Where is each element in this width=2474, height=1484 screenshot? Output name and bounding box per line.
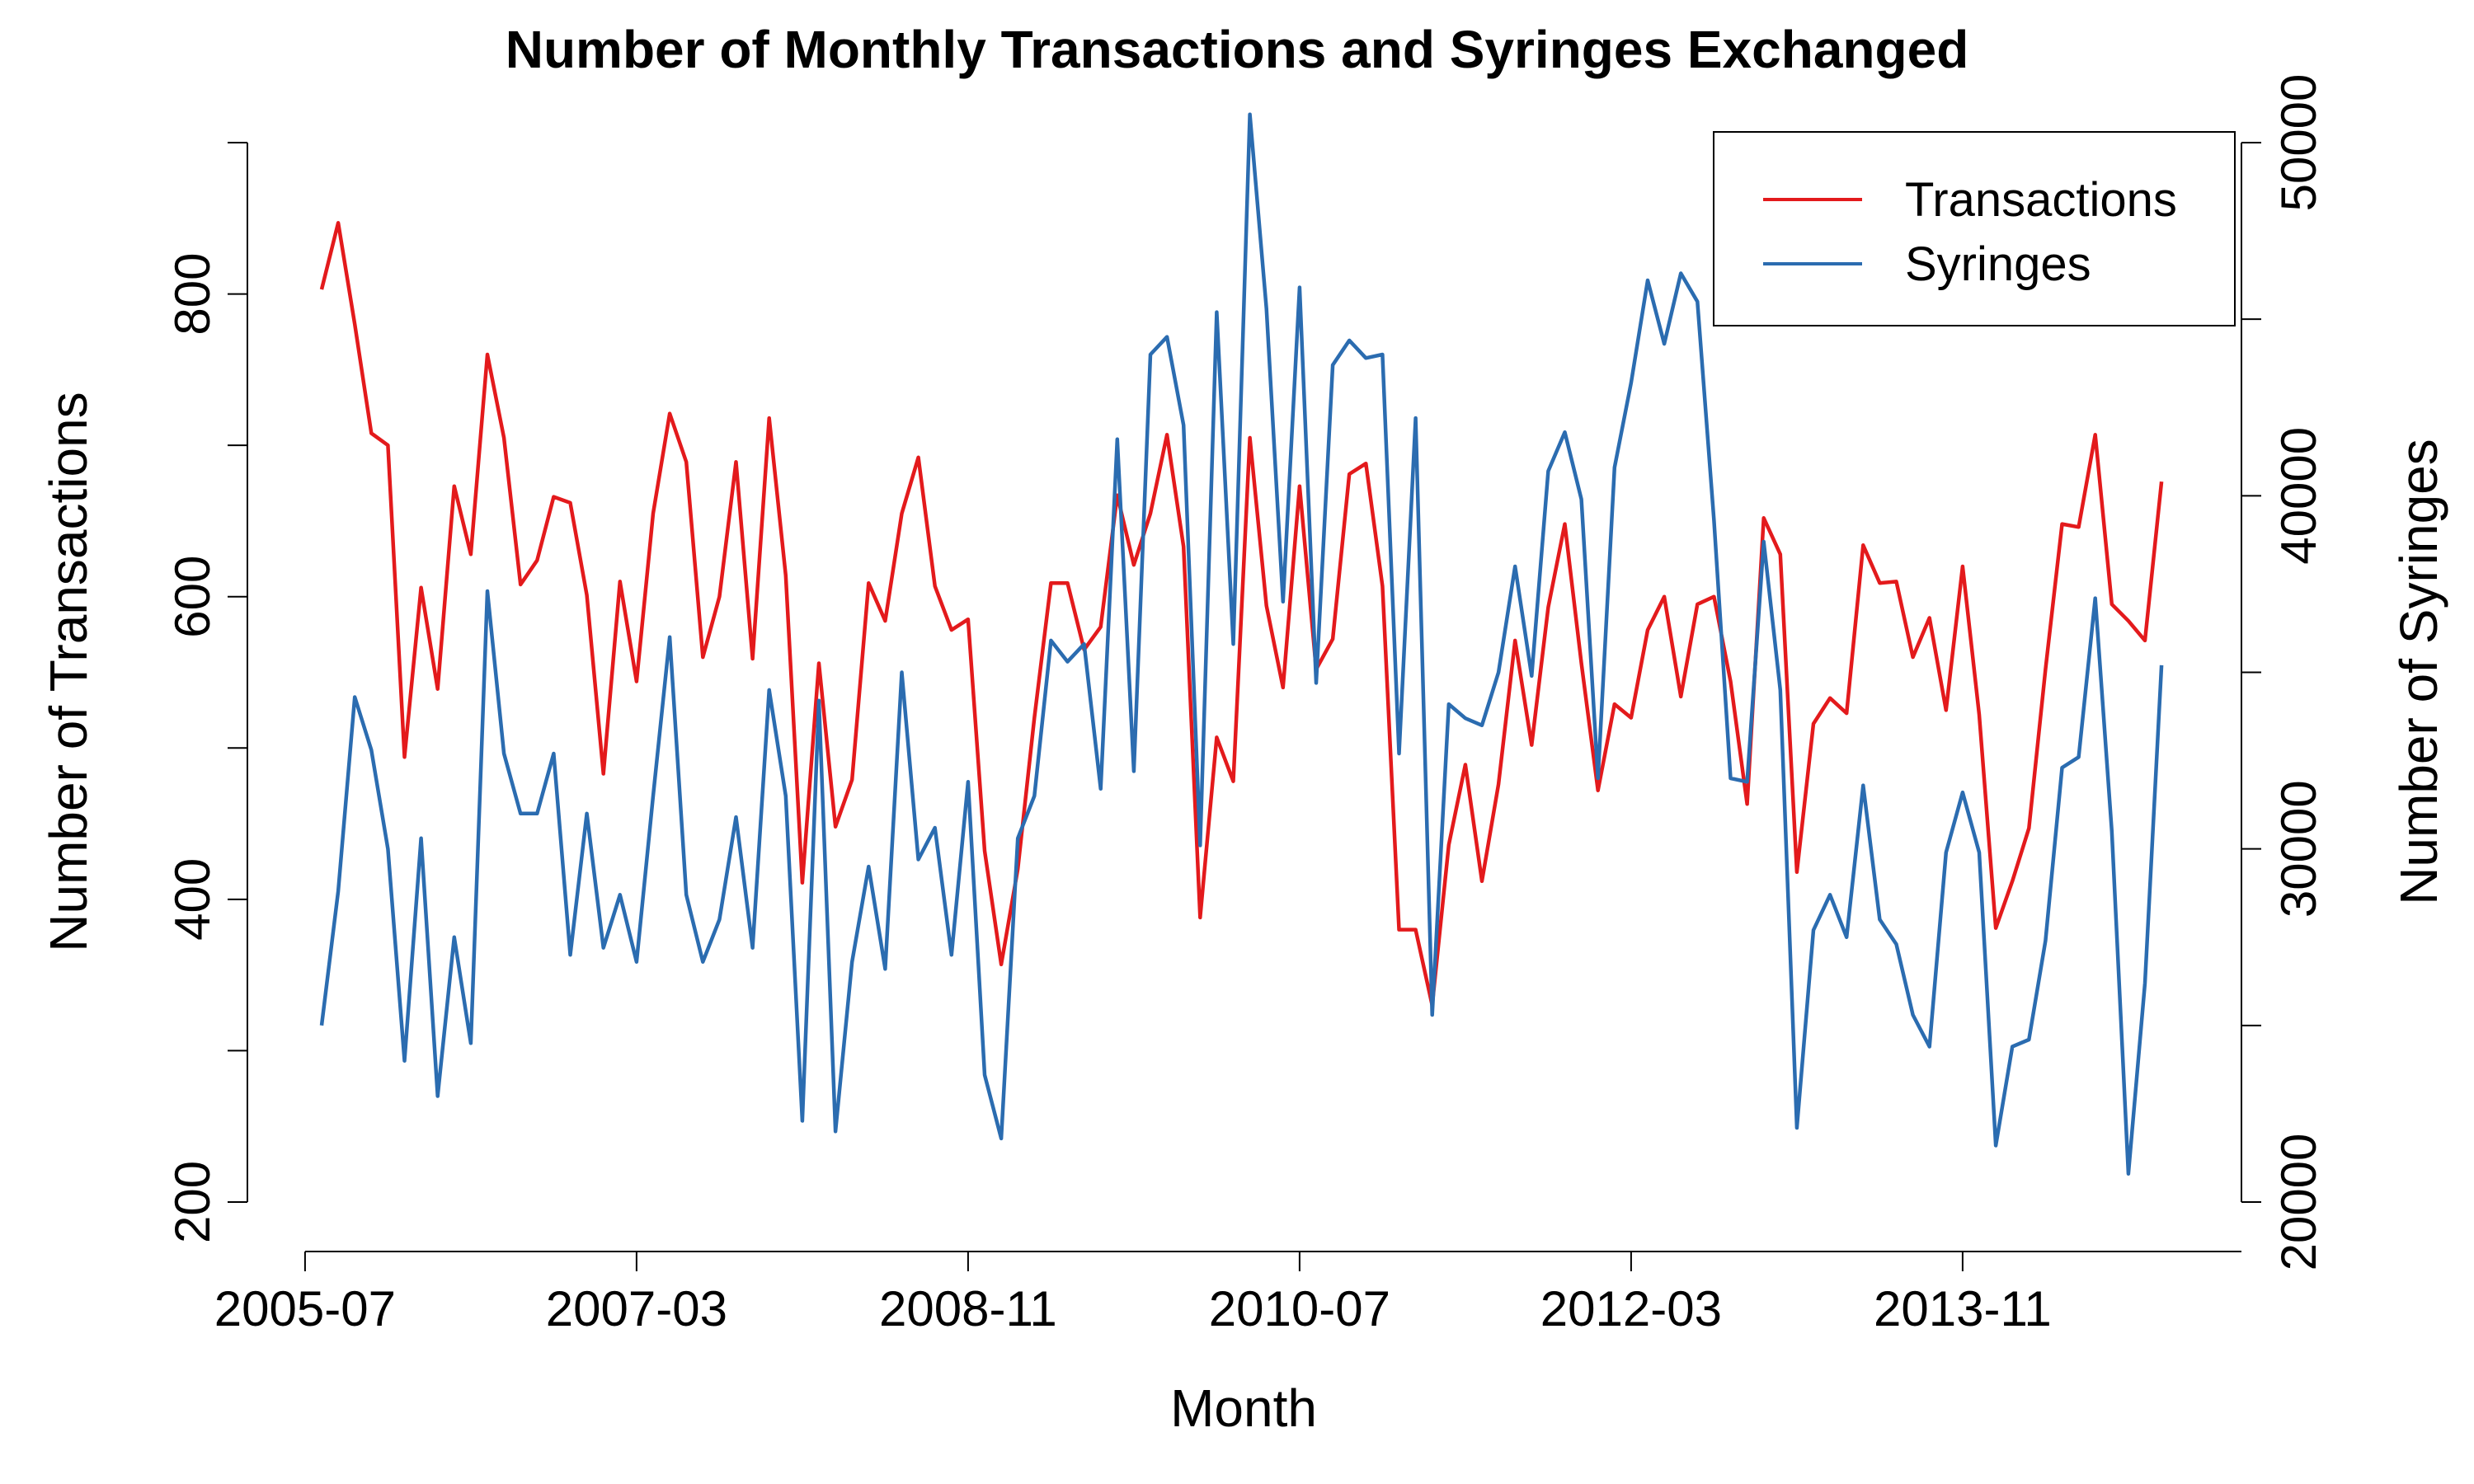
x-tick-label: 2008-11	[879, 1281, 1057, 1336]
y-right-axis-ticks: 20000 30000 40000 50000	[2241, 74, 2326, 1271]
x-tick-label: 2007-03	[546, 1281, 727, 1336]
series-line-syringes	[319, 112, 2164, 1176]
chart-title: Number of Monthly Transactions and Syrin…	[506, 20, 1969, 79]
y-left-axis-ticks: 200 400 600 800	[165, 142, 247, 1243]
x-tick-label: 2005-07	[214, 1281, 396, 1336]
y-left-axis-label: Number of Transactions	[39, 392, 98, 951]
y-right-tick-label: 30000	[2271, 780, 2326, 918]
x-tick-label: 2012-03	[1540, 1281, 1722, 1336]
legend: Transactions Syringes	[1713, 131, 2236, 326]
x-axis-label: Month	[1170, 1378, 1317, 1438]
legend-label-transactions: Transactions	[1905, 173, 2177, 227]
x-tick-label: 2013-11	[1874, 1281, 2052, 1336]
y-right-tick-label: 40000	[2271, 427, 2326, 565]
x-tick-label: 2010-07	[1209, 1281, 1390, 1336]
y-right-tick-label: 20000	[2271, 1134, 2326, 1271]
y-left-tick-label: 200	[165, 1161, 220, 1243]
y-right-axis-label: Number of Syringes	[2389, 439, 2448, 905]
series-layer	[319, 112, 2164, 1176]
legend-box	[1713, 131, 2236, 326]
y-left-tick-label: 400	[165, 858, 220, 941]
y-left-tick-label: 800	[165, 253, 220, 336]
y-left-tick-label: 600	[165, 556, 220, 638]
series-line-transactions	[319, 221, 2164, 1007]
y-right-tick-label: 50000	[2271, 74, 2326, 212]
x-axis-ticks: 2005-07 2007-03 2008-11 2010-07 2012-03 2013-…	[214, 1252, 2052, 1336]
legend-label-syringes: Syringes	[1905, 237, 2091, 291]
